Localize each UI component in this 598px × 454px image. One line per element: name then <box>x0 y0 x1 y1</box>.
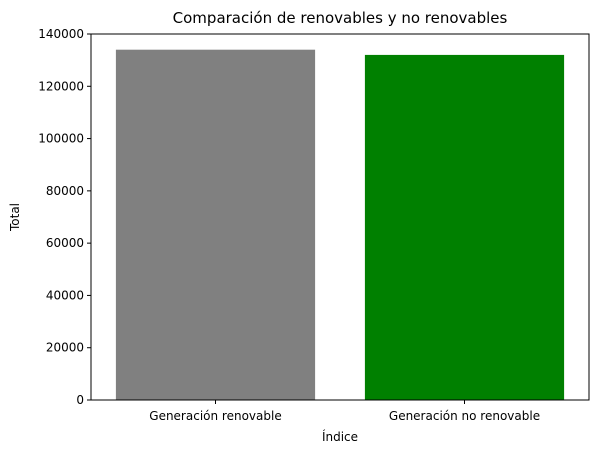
bars-group <box>115 49 565 400</box>
y-tick-label: 140000 <box>38 27 84 41</box>
chart-title: Comparación de renovables y no renovable… <box>173 9 508 27</box>
y-axis: 0 20000 40000 60000 80000 100000 120000 140000 <box>38 27 91 407</box>
y-tick-label: 60000 <box>46 236 84 250</box>
x-axis: Generación renovable Generación no renova… <box>149 400 540 423</box>
x-tick-label: Generación no renovable <box>389 409 540 423</box>
plot-frame <box>90 33 590 401</box>
y-axis-label: Total <box>8 203 22 232</box>
y-tick-label: 80000 <box>46 184 84 198</box>
x-tick-label: Generación renovable <box>149 409 281 423</box>
y-tick-label: 40000 <box>46 288 84 302</box>
y-tick-label: 0 <box>76 393 84 407</box>
x-axis-label: Índice <box>322 429 358 444</box>
y-tick-label: 120000 <box>38 79 84 93</box>
bar-2 <box>364 54 565 400</box>
y-tick-label: 20000 <box>46 341 84 355</box>
bar-1 <box>115 49 316 400</box>
y-tick-label: 100000 <box>38 132 84 146</box>
